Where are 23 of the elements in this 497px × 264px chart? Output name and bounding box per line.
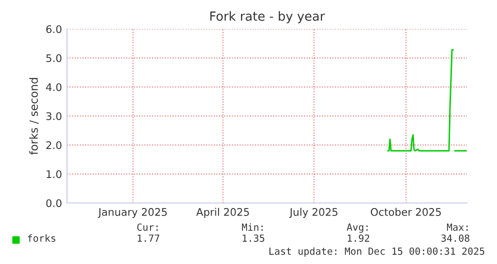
y-tick-label: 0.0 <box>46 199 62 208</box>
text: 1.92 <box>348 234 370 242</box>
y-tick-label: 2.0 <box>46 141 62 150</box>
y-tick-label: 5.0 <box>46 54 62 62</box>
x-tick-label: January 2025 <box>98 208 167 218</box>
text: Cur: <box>137 223 158 231</box>
chart-title: Fork rate - by year <box>210 11 325 24</box>
y-tick-label: 1.0 <box>46 170 62 178</box>
text: Last update: Mon Dec 15 00:00:31 2025 <box>269 247 484 257</box>
text: 1.35 <box>242 234 264 242</box>
x-tick-label: October 2025 <box>370 208 441 216</box>
y-axis-title: forks / second <box>29 78 39 155</box>
text: 1.77 <box>138 234 160 242</box>
text: Max: <box>446 224 468 231</box>
legend-label: forks <box>28 234 56 242</box>
x-tick-label: April 2025 <box>196 208 249 218</box>
y-tick-label: 3.0 <box>46 112 62 120</box>
y-tick-label: 4.0 <box>46 83 62 92</box>
text: Min: <box>242 223 263 231</box>
text: 34.08 <box>441 234 470 242</box>
y-tick-label: 6.0 <box>46 25 62 34</box>
x-tick-label: July 2025 <box>289 208 338 218</box>
text: Avg: <box>346 224 368 233</box>
